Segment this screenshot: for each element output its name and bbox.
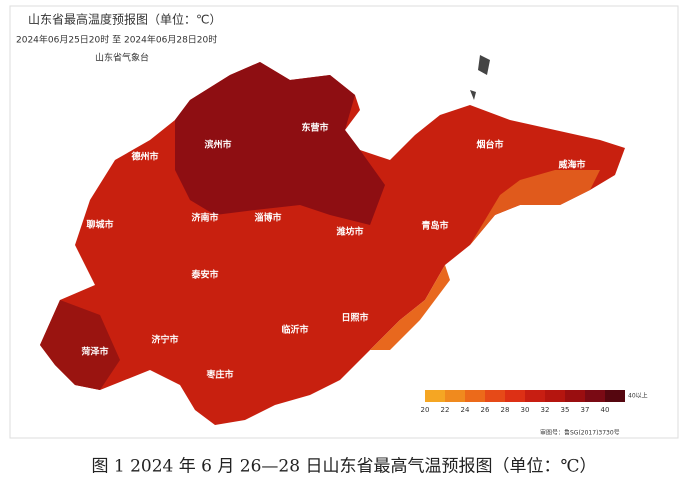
city-label: 枣庄市 xyxy=(205,369,233,381)
city-label: 济宁市 xyxy=(151,334,178,346)
legend-swatch xyxy=(485,390,505,402)
legend-tick-label: 26 xyxy=(481,406,490,414)
review-number: 审图号：鲁SG(2017)3730号 xyxy=(540,429,620,437)
legend-swatch xyxy=(565,390,585,402)
legend-tick-label: 30 xyxy=(521,406,530,414)
city-label: 菏泽市 xyxy=(81,346,108,358)
legend-tick-label: 32 xyxy=(541,406,550,414)
map-subtitle: 2024年06月25日20时 至 2024年06月28日20时 xyxy=(16,34,217,46)
islands xyxy=(470,55,490,100)
province-map xyxy=(40,55,625,425)
agency: 山东省气象台 xyxy=(95,52,149,64)
legend-swatch xyxy=(465,390,485,402)
city-label: 威海市 xyxy=(558,159,585,171)
city-label: 淄博市 xyxy=(254,212,281,224)
legend-tick-label: 40 xyxy=(601,406,610,414)
cool-zone xyxy=(470,170,600,245)
legend-swatch xyxy=(605,390,625,402)
city-label: 潍坊市 xyxy=(336,226,363,238)
legend-swatch xyxy=(425,390,445,402)
city-label: 德州市 xyxy=(131,151,158,163)
city-label: 东营市 xyxy=(301,122,328,134)
cool-zone xyxy=(370,265,450,350)
legend-swatch xyxy=(505,390,525,402)
legend-tick-label: 28 xyxy=(501,406,510,414)
legend-tick-label: 35 xyxy=(561,406,570,414)
city-label: 临沂市 xyxy=(281,324,308,336)
city-label: 烟台市 xyxy=(476,139,503,151)
legend-swatch xyxy=(445,390,465,402)
caption: 图 1 2024 年 6 月 26—28 日山东省最高气温预报图（单位：℃） xyxy=(91,457,596,477)
hot-zone xyxy=(40,300,120,390)
city-label: 聊城市 xyxy=(86,219,113,231)
legend-swatch xyxy=(525,390,545,402)
city-label: 济南市 xyxy=(191,212,218,224)
hot-zone xyxy=(175,62,385,225)
legend-tick-label: 22 xyxy=(441,406,450,414)
city-label: 日照市 xyxy=(341,312,368,324)
legend-tick-label: 20 xyxy=(421,406,430,414)
city-label: 泰安市 xyxy=(190,269,218,281)
city-label: 青岛市 xyxy=(421,220,448,232)
legend-swatch xyxy=(545,390,565,402)
city-label: 滨州市 xyxy=(204,139,231,151)
legend-swatch xyxy=(585,390,605,402)
map-title: 山东省最高温度预报图（单位：℃） xyxy=(28,12,221,27)
legend-tick-label: 24 xyxy=(461,406,470,414)
legend-tick-label: 37 xyxy=(581,406,590,414)
legend-end-label: 40以上 xyxy=(628,392,648,400)
